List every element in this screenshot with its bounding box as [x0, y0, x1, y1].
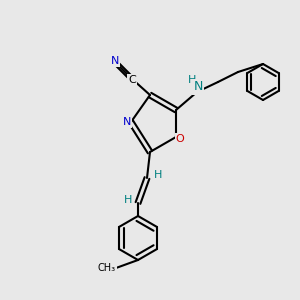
Text: O: O [176, 134, 184, 144]
Text: O: O [106, 263, 116, 273]
Text: H: H [124, 195, 132, 205]
Text: N: N [193, 80, 203, 94]
Text: H: H [154, 170, 162, 180]
Text: H: H [188, 75, 196, 85]
Text: C: C [128, 75, 136, 85]
Text: N: N [123, 117, 131, 127]
Text: CH₃: CH₃ [98, 263, 116, 273]
Text: N: N [111, 56, 119, 66]
